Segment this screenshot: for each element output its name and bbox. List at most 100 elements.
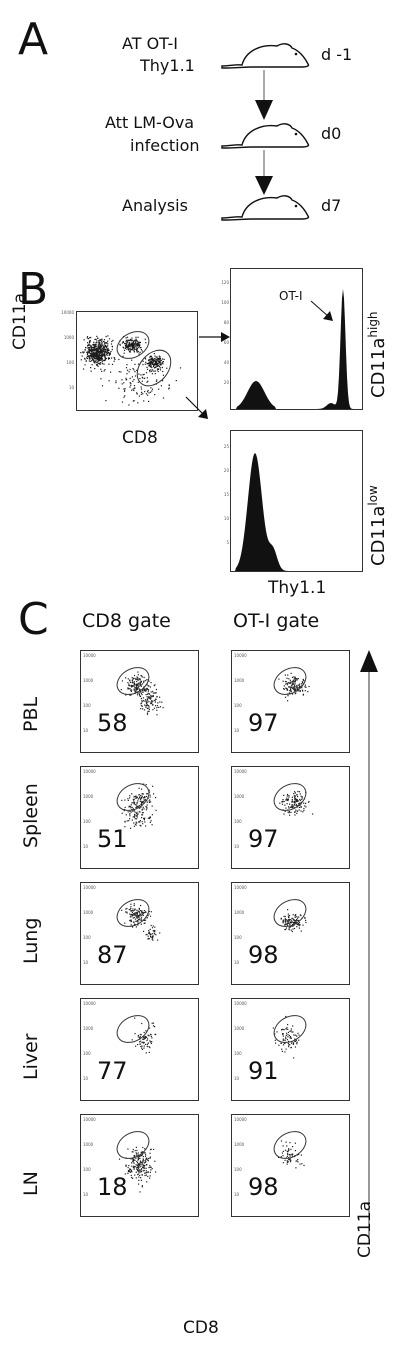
event-dot [87,352,89,354]
event-dot [148,1157,150,1160]
event-dot [140,825,142,827]
event-dot [289,1037,291,1039]
event-dot [281,803,284,805]
event-dot [130,1170,132,1172]
event-dot [297,1032,299,1034]
event-dot [290,811,292,813]
event-dot [143,676,145,678]
event-dot [137,1044,139,1046]
gate-ellipse [116,1015,150,1043]
event-dot [136,687,138,689]
event-dot [151,1041,153,1043]
event-dot [298,803,300,805]
event-dot [295,1167,297,1169]
event-dot [150,365,152,367]
gate-ellipse [273,1015,307,1043]
event-dot [91,354,93,356]
event-dot [289,679,291,681]
event-dot [130,804,132,806]
event-dot [141,809,143,811]
dot-cloud [116,899,161,941]
event-dot [159,932,161,934]
event-dot [159,361,161,363]
event-dot [129,679,131,681]
event-dot [133,822,135,824]
event-dot [150,691,152,693]
event-dot [151,388,154,390]
event-dot [292,1031,294,1033]
event-dot [291,800,293,802]
event-dot [148,685,150,687]
event-dot [291,806,293,808]
event-dot [135,678,137,681]
event-dot [132,344,134,347]
event-dot [131,802,133,804]
event-dot [162,707,164,709]
step2-label-line1: Att LM-Ova [105,113,195,132]
event-dot [301,797,303,799]
event-dot [298,809,300,811]
event-dot [129,919,131,922]
event-dot [281,1152,283,1154]
event-dot [91,355,93,357]
event-dot [136,680,138,683]
event-dot [298,916,300,918]
event-dot [143,1167,145,1170]
event-dot [140,684,142,686]
event-dot [82,351,84,353]
event-dot [132,347,134,349]
event-dot [144,1164,146,1166]
event-dot [138,794,140,796]
event-dot [158,361,160,363]
row-label-tissue: LN [20,1170,42,1196]
event-dot [142,689,144,691]
event-dot [153,360,155,362]
event-dot [120,689,122,691]
event-dot [288,806,290,808]
event-dot [133,389,135,392]
event-dot [140,680,142,682]
event-dot [135,685,138,687]
event-dot [99,350,101,352]
event-dot [138,917,140,919]
event-dot [93,355,95,357]
event-dot [138,1164,140,1166]
event-dot [142,911,144,913]
event-dot [129,913,131,915]
event-dot [135,348,137,350]
event-dot [139,682,141,684]
event-dot [155,688,157,691]
event-dot [141,814,143,816]
event-dot [146,1044,148,1046]
gate-percentage: 98 [248,941,279,969]
event-dot [126,345,128,347]
event-dot [139,1041,141,1043]
event-dot [312,813,314,815]
event-dot [149,369,151,371]
event-dot [158,366,161,368]
event-dot [121,812,123,814]
mouse-icon [221,43,310,69]
event-dot [126,343,128,345]
event-dot [143,819,145,821]
event-dot [147,1171,149,1173]
event-dot [280,1042,282,1044]
event-dot [131,913,133,916]
event-dot [137,677,139,679]
event-dot [293,1034,295,1036]
event-dot [136,818,138,820]
event-dot [282,1044,285,1046]
row-label-tissue: Liver [20,1032,42,1080]
event-dot [298,684,300,686]
event-dot [135,920,137,922]
event-dot [155,1171,157,1173]
event-dot [304,684,306,686]
event-dot [132,345,134,347]
event-dot [149,799,151,801]
event-dot [133,916,135,919]
event-dot [128,371,130,373]
event-dot [145,1052,147,1054]
event-dot [136,806,138,808]
event-dot [147,685,149,687]
event-dot [291,801,294,803]
